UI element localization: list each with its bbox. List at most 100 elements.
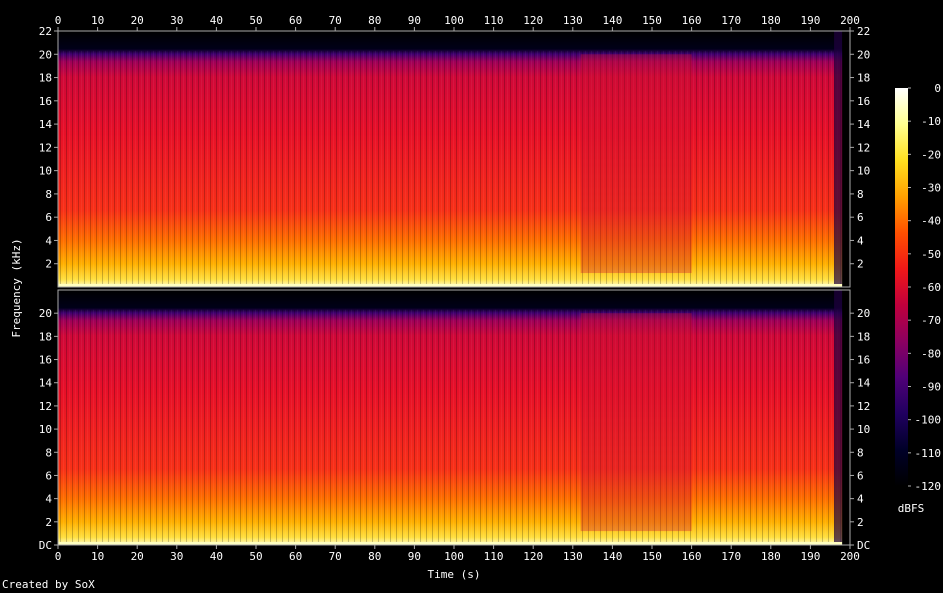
y-tick-label-right: 8 [857,188,864,201]
audio-end-fade [834,290,843,545]
x-tick-label-top: 90 [408,14,421,27]
x-tick-label-bottom: 160 [682,550,702,563]
x-tick-label-top: 10 [91,14,104,27]
texture-overlay [58,309,843,545]
y-tick-label-right: 14 [857,377,871,390]
x-tick-label-bottom: 110 [484,550,504,563]
x-tick-label-top: 30 [170,14,183,27]
x-tick-label-bottom: 150 [642,550,662,563]
y-tick-label-right: 6 [857,469,864,482]
colorbar-label: dBFS [898,502,925,515]
y-tick-label-left: 16 [39,354,52,367]
y-tick-label-right: 4 [857,234,864,247]
y-tick-label-left: 4 [45,234,52,247]
y-tick-label-left: 22 [39,25,52,38]
x-tick-label-bottom: 50 [249,550,262,563]
x-tick-label-top: 110 [484,14,504,27]
x-tick-label-top: 40 [210,14,223,27]
colorbar-tick-label: -20 [921,148,941,161]
created-by-credit: Created by SoX [2,578,95,591]
y-tick-label-left: 14 [39,377,53,390]
y-tick-label-left: 12 [39,400,52,413]
quiet-segment-1 [580,54,692,274]
y-tick-label-left: 8 [45,188,52,201]
x-tick-label-bottom: 10 [91,550,104,563]
y-tick-label-right: DC [857,539,870,552]
y-tick-label-right: 12 [857,400,870,413]
y-tick-label-right: 18 [857,72,870,85]
x-tick-label-bottom: 120 [523,550,543,563]
y-tick-label-left: 10 [39,423,52,436]
y-tick-label-right: 16 [857,354,870,367]
colorbar-tick-label: -90 [921,381,941,394]
x-tick-label-top: 170 [721,14,741,27]
y-tick-label-right: 14 [857,118,871,131]
y-tick-label-right: 4 [857,493,864,506]
x-tick-label-top: 100 [444,14,464,27]
x-tick-label-bottom: 40 [210,550,223,563]
y-tick-label-right: 8 [857,446,864,459]
y-tick-label-right: 10 [857,423,870,436]
colorbar-tick-label: -50 [921,248,941,261]
x-tick-label-top: 130 [563,14,583,27]
y-tick-label-right: 2 [857,258,864,271]
x-tick-label-bottom: 200 [840,550,860,563]
y-tick-label-left: 20 [39,48,52,61]
x-tick-label-bottom: 90 [408,550,421,563]
x-tick-label-top: 60 [289,14,302,27]
y-tick-label-left: 2 [45,258,52,271]
quiet-segment-1 [580,313,692,532]
y-tick-label-left: 6 [45,211,52,224]
y-tick-label-left: 8 [45,446,52,459]
x-tick-label-top: 50 [249,14,262,27]
y-tick-label-left: 18 [39,330,52,343]
y-tick-label-right: 20 [857,307,870,320]
y-tick-label-right: 12 [857,141,870,154]
x-tick-label-top: 190 [800,14,820,27]
colorbar-tick-label: -110 [915,447,942,460]
x-tick-label-bottom: 170 [721,550,741,563]
x-tick-label-top: 140 [602,14,622,27]
y-tick-label-right: 2 [857,516,864,529]
dc-band [58,542,843,545]
x-tick-label-bottom: 20 [131,550,144,563]
y-tick-label-right: 22 [857,25,870,38]
x-tick-label-top: 180 [761,14,781,27]
y-axis-label: Frequency (kHz) [10,238,23,337]
x-tick-label-top: 80 [368,14,381,27]
colorbar-gradient [895,88,908,486]
colorbar: 0 -10 -20 -30 -40 -50 -60 -70 -80 -90 -100 -110 -120… [895,82,941,515]
y-tick-label-left: 14 [39,118,53,131]
y-tick-label-left: 10 [39,165,52,178]
x-tick-label-bottom: 30 [170,550,183,563]
y-tick-label-left: 20 [39,307,52,320]
x-tick-label-top: 160 [682,14,702,27]
colorbar-tick-label: -10 [921,115,941,128]
colorbar-tick-label: -70 [921,314,941,327]
y-tick-label-right: 6 [857,211,864,224]
y-tick-label-left: 18 [39,72,52,85]
colorbar-tick-label: 0 [934,82,941,95]
x-axis-label: Time (s) [428,568,481,581]
texture-overlay [58,50,843,288]
x-tick-label-bottom: 70 [329,550,342,563]
y-tick-label-left: 2 [45,516,52,529]
y-tick-label-left: 6 [45,469,52,482]
y-tick-label-left: 4 [45,493,52,506]
channel-panel-2 [57,289,851,546]
x-tick-label-bottom: 60 [289,550,302,563]
y-tick-label-right: 10 [857,165,870,178]
colorbar-tick-label: -100 [915,414,942,427]
spectrogram-panels [57,30,851,546]
x-tick-label-top: 150 [642,14,662,27]
x-tick-label-bottom: 100 [444,550,464,563]
x-tick-label-top: 200 [840,14,860,27]
y-tick-label-right: 20 [857,48,870,61]
x-tick-label-top: 70 [329,14,342,27]
channel-panel-1 [57,30,851,288]
x-tick-label-bottom: 190 [800,550,820,563]
colorbar-tick-label: -40 [921,215,941,228]
x-tick-label-bottom: 80 [368,550,381,563]
